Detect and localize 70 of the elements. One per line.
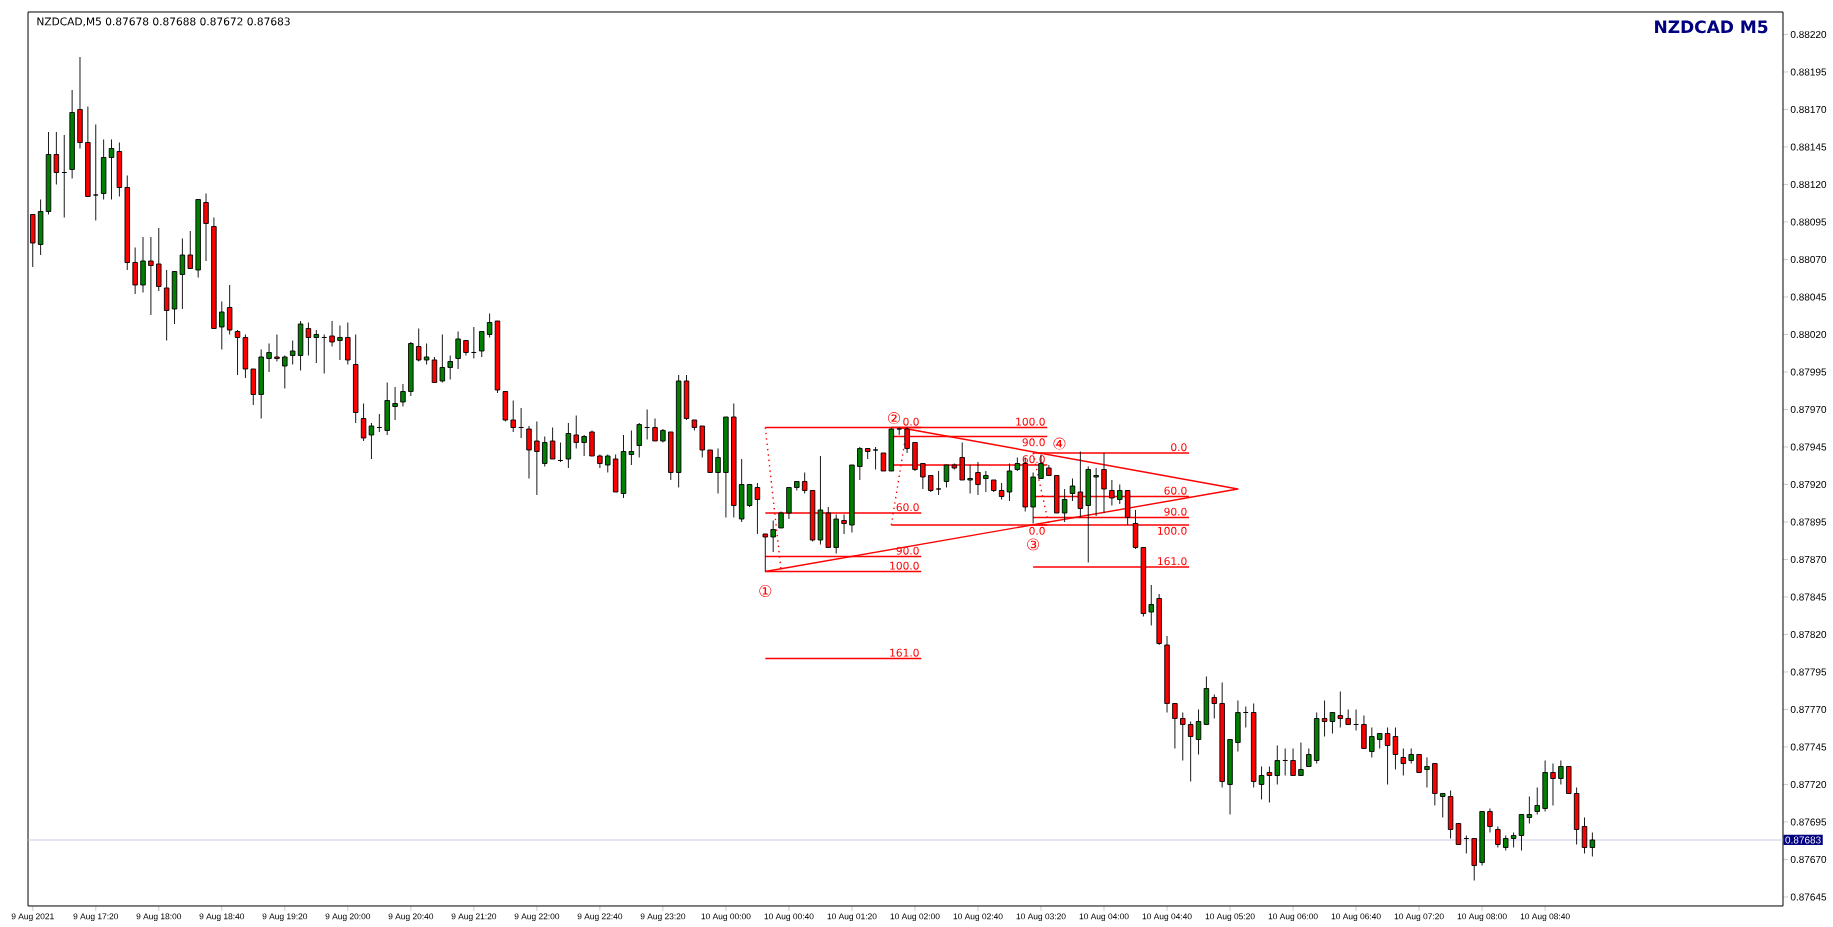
series-label: 0.0 (1171, 443, 1187, 452)
x-tick-label: 9 Aug 22:00 (514, 913, 560, 922)
x-tick-label: 10 Aug 04:40 (1142, 913, 1192, 922)
x-tick-label: 10 Aug 06:00 (1268, 913, 1318, 922)
x-tick-label: 9 Aug 18:40 (199, 913, 245, 922)
series-label: 60.0 (1164, 486, 1187, 495)
annotation: ② (888, 412, 900, 425)
y-tick-label: 0.88070 (1790, 255, 1827, 264)
x-tick-label: 10 Aug 05:20 (1205, 913, 1255, 922)
series-label: 0.0 (1029, 526, 1045, 535)
x-tick-label: 10 Aug 08:40 (1520, 913, 1570, 922)
y-tick-label: 0.87845 (1790, 593, 1827, 601)
y-tick-label: 0.88170 (1790, 105, 1827, 114)
y-tick-label: 0.87795 (1790, 668, 1827, 676)
y-tick-label: 0.87770 (1790, 705, 1827, 714)
x-tick-label: 10 Aug 02:00 (890, 913, 940, 922)
y-tick-label: 0.88145 (1790, 143, 1827, 151)
x-tick-label: 10 Aug 00:40 (764, 913, 814, 922)
series-label: 60.0 (896, 503, 919, 512)
y-tick-label: 0.87645 (1790, 893, 1827, 901)
annotation: NZDCAD,M5 0.87678 0.87688 0.87672 0.87683 (37, 17, 290, 27)
series-label: 60.0 (1022, 455, 1045, 464)
series-label: 100.0 (890, 561, 919, 570)
x-tick-label: 10 Aug 08:00 (1457, 913, 1507, 922)
x-tick-label: 10 Aug 02:40 (953, 913, 1003, 922)
chart-title: NZDCAD M5 (1655, 20, 1768, 34)
series-label: 90.0 (896, 546, 919, 555)
y-tick-label: 0.87970 (1790, 405, 1827, 414)
series-label: 90.0 (1164, 507, 1187, 516)
y-tick-label: 0.87745 (1790, 743, 1827, 751)
ref-line-label: 0.87683 (1785, 836, 1821, 844)
y-tick-label: 0.88120 (1790, 180, 1827, 189)
x-tick-label: 9 Aug 2021 (11, 913, 54, 922)
x-tick-label: 9 Aug 23:20 (640, 913, 686, 922)
x-tick-label: 10 Aug 06:40 (1331, 913, 1381, 922)
x-tick-label: 9 Aug 20:40 (388, 913, 434, 922)
series-label: 100.0 (1016, 417, 1045, 426)
y-tick-label: 0.87895 (1790, 518, 1827, 526)
x-tick-label: 9 Aug 20:00 (325, 913, 371, 922)
x-tick-label: 10 Aug 01:20 (827, 913, 877, 922)
series-label: 161.0 (1158, 557, 1187, 566)
x-tick-label: 9 Aug 22:40 (577, 913, 623, 922)
annotation: ④ (1053, 437, 1066, 450)
y-tick-label: 0.88095 (1790, 218, 1827, 226)
y-tick-label: 0.87995 (1790, 368, 1827, 376)
y-tick-label: 0.87670 (1790, 855, 1827, 864)
y-tick-label: 0.88220 (1790, 30, 1827, 39)
series-label: 161.0 (890, 648, 919, 657)
x-tick-label: 9 Aug 17:20 (73, 913, 119, 922)
annotation: ③ (1027, 538, 1040, 551)
y-tick-label: 0.88045 (1790, 293, 1827, 301)
y-tick-label: 0.87720 (1790, 780, 1827, 789)
y-tick-label: 0.88195 (1790, 68, 1827, 76)
y-tick-label: 0.87695 (1790, 818, 1827, 826)
series-label: 90.0 (1022, 438, 1045, 447)
y-tick-label: 0.87870 (1790, 555, 1827, 564)
y-tick-label: 0.88020 (1790, 330, 1827, 339)
x-tick-label: 9 Aug 21:20 (451, 913, 497, 922)
x-tick-label: 10 Aug 03:20 (1016, 913, 1066, 922)
x-tick-label: 9 Aug 19:20 (262, 913, 308, 922)
x-tick-label: 10 Aug 07:20 (1394, 913, 1444, 922)
y-tick-label: 0.87820 (1790, 630, 1827, 639)
series-label: 100.0 (1158, 526, 1187, 535)
x-tick-label: 9 Aug 18:00 (136, 913, 182, 922)
x-tick-label: 10 Aug 04:00 (1079, 913, 1129, 922)
series-label: 0.0 (903, 417, 919, 426)
x-tick-label: 10 Aug 00:00 (701, 913, 751, 922)
y-tick-label: 0.87945 (1790, 443, 1827, 451)
annotation: ① (759, 584, 772, 597)
y-tick-label: 0.87920 (1790, 480, 1827, 489)
